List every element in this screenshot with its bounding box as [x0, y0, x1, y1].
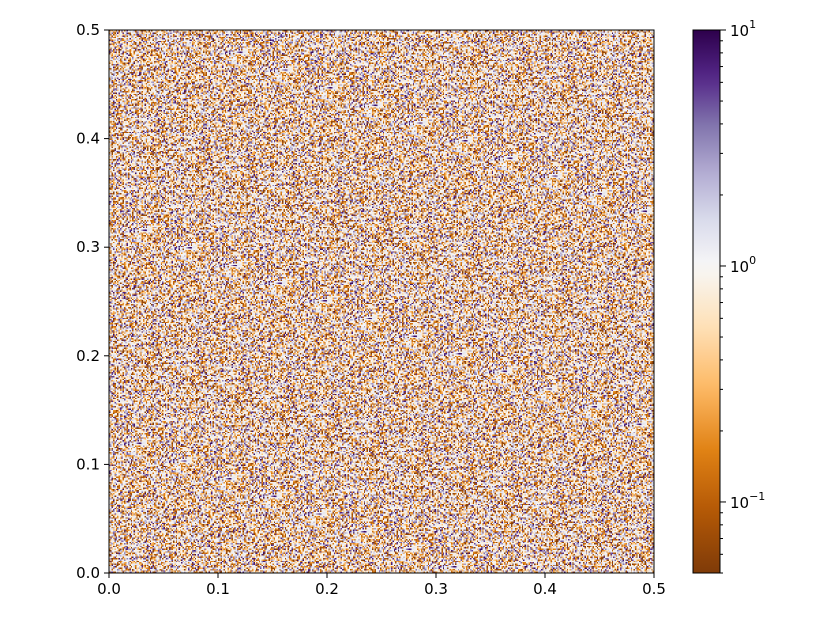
- plot-area: [108, 29, 655, 574]
- x-tick-label: 0.2: [315, 580, 339, 598]
- colorbar: 101 100 10−1: [692, 18, 765, 574]
- y-tick-label: 0.0: [76, 564, 100, 582]
- x-tick-label: 0.0: [97, 580, 121, 598]
- plot-frame: [108, 29, 655, 574]
- colorbar-tick-label: 10−1: [730, 490, 765, 512]
- y-tick-label: 0.4: [76, 130, 100, 148]
- y-tick-label: 0.2: [76, 347, 100, 365]
- y-tick-label: 0.5: [76, 21, 100, 39]
- colorbar-ticks: 101 100 10−1: [720, 18, 765, 574]
- y-tick-label: 0.3: [76, 238, 100, 256]
- x-tick-label: 0.5: [642, 580, 666, 598]
- y-axis: 0.0 0.1 0.2 0.3 0.4 0.5: [76, 21, 109, 582]
- heatmap-image: [109, 30, 654, 573]
- colorbar-frame: [692, 29, 721, 574]
- colorbar-gradient: [693, 30, 720, 573]
- colorbar-tick-label: 100: [730, 254, 756, 276]
- colorbar-tick-label: 101: [730, 18, 756, 40]
- x-tick-label: 0.3: [424, 580, 448, 598]
- x-axis: 0.0 0.1 0.2 0.3 0.4 0.5: [97, 573, 666, 598]
- x-tick-label: 0.4: [533, 580, 557, 598]
- x-tick-label: 0.1: [206, 580, 230, 598]
- y-tick-label: 0.1: [76, 455, 100, 473]
